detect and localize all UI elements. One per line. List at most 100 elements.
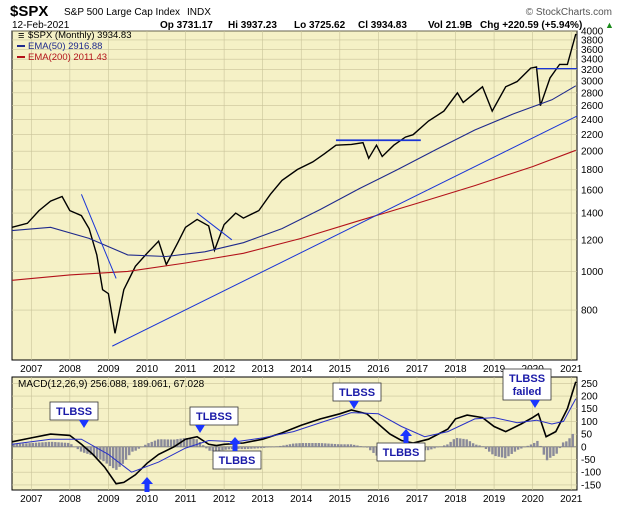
macd-legend: MACD(12,26,9) 256.088, 189.061, 67.028 [18, 379, 205, 390]
macd-tick-label: 50 [581, 430, 593, 441]
macd-histogram-bar [211, 446, 215, 452]
macd-histogram-bar [552, 446, 555, 457]
macd-tick-label: -100 [581, 468, 601, 479]
macd-histogram-bar [124, 446, 128, 460]
year-tick-label: 2020 [522, 494, 545, 505]
price-tick-label: 4000 [581, 27, 604, 38]
index-name: S&P 500 Large Cap Index [64, 7, 180, 18]
macd-histogram-bar [513, 446, 517, 452]
year-tick-label: 2021 [560, 364, 583, 375]
macd-histogram-bar [44, 442, 47, 447]
macd-histogram-bar [311, 443, 314, 447]
macd-histogram-bar [526, 445, 529, 447]
macd-histogram-bar [436, 446, 439, 448]
macd-tick-label: 150 [581, 404, 598, 415]
macd-histogram-bar [263, 446, 266, 448]
macd-histogram-bar [214, 446, 218, 452]
macd-histogram-bar [471, 443, 475, 447]
macd-histogram-bar [73, 446, 76, 448]
macd-histogram-bar [15, 443, 18, 447]
year-tick-label: 2019 [483, 364, 506, 375]
price-tick-label: 2200 [581, 130, 604, 141]
macd-histogram-bar [301, 443, 304, 447]
macd-histogram-bar [449, 441, 452, 447]
year-tick-label: 2014 [290, 364, 313, 375]
macd-histogram-bar [63, 442, 67, 447]
macd-histogram-bar [89, 446, 92, 455]
macd-histogram-bar [561, 442, 565, 447]
tlbbs-2016-text: TLBBS [383, 447, 420, 459]
macd-histogram-bar [481, 446, 484, 447]
price-tick-label: 800 [581, 306, 598, 317]
macd-histogram-bar [353, 444, 356, 447]
year-tick-label: 2021 [560, 494, 583, 505]
macd-histogram-bar [176, 439, 179, 447]
year-tick-label: 2016 [367, 364, 390, 375]
macd-histogram-bar [327, 443, 330, 447]
macd-histogram-bar [279, 445, 282, 447]
ema200-line [11, 149, 576, 281]
macd-histogram-bar [12, 444, 15, 447]
macd-histogram-bar [34, 442, 38, 447]
legend-label: EMA(200) 2011.43 [28, 52, 107, 63]
change-up-icon: ▲ [605, 20, 614, 30]
macd-histogram-bar [115, 446, 118, 470]
macd-histogram-bar [131, 446, 134, 452]
ema50-line [11, 85, 577, 258]
macd-histogram-bar [295, 443, 298, 447]
macd-histogram-bar [150, 441, 153, 447]
macd-histogram-bar [497, 446, 501, 457]
year-tick-label: 2007 [20, 494, 43, 505]
macd-histogram-bar [475, 444, 478, 447]
tlbbs-2016-arrow-icon [400, 429, 412, 436]
macd-histogram-bar [31, 442, 35, 447]
macd-histogram-bar [189, 438, 192, 447]
macd-histogram-bar [532, 442, 536, 447]
macd-histogram-bar [25, 443, 28, 447]
tlbss-2011-arrow-icon [195, 425, 205, 433]
year-tick-label: 2011 [175, 494, 197, 505]
macd-histogram-bar [288, 444, 292, 447]
spx-price-line [11, 33, 577, 334]
tlbss-2008-arrow-icon [79, 420, 89, 428]
macd-histogram-bar [491, 446, 494, 455]
macd-histogram-bar [205, 446, 208, 449]
price-axis: 800 1000 1200 1400 1600 1800 2000 2200 2400 2600 2… [581, 27, 604, 317]
macd-histogram-bar [330, 443, 333, 447]
ohlc-open: Op 3731.17 [160, 20, 213, 31]
price-tick-label: 3600 [581, 45, 604, 56]
macd-histogram-bar [118, 446, 121, 467]
downtrend-line-2011 [196, 212, 233, 241]
macd-histogram-bar [38, 442, 41, 447]
macd-tick-label: 0 [581, 442, 587, 453]
year-tick-label: 2012 [213, 494, 236, 505]
macd-histogram-bar [70, 444, 73, 447]
tlbss-2020-text: failed [513, 386, 542, 398]
macd-histogram-bar [147, 443, 150, 447]
tlbss-2008-text: TLBSS [56, 406, 92, 418]
year-tick-label: 2019 [483, 494, 506, 505]
macd-histogram-bar [317, 443, 321, 447]
macd-histogram-bar [237, 446, 240, 449]
macd-histogram-bar [336, 444, 340, 447]
macd-histogram-bar [160, 439, 163, 447]
legend-price-marker: ≡ [18, 30, 24, 42]
year-tick-label: 2012 [213, 364, 236, 375]
year-tick-label: 2016 [367, 494, 390, 505]
macd-histogram-bar [324, 443, 327, 447]
macd-tick-label: -50 [581, 455, 596, 466]
tlbss-2011-text: TLBSS [196, 411, 232, 423]
macd-histogram-bar [459, 438, 462, 447]
macd-histogram-bar [452, 439, 456, 447]
macd-histogram-bar [218, 446, 221, 451]
price-tick-label: 2400 [581, 115, 604, 126]
year-tick-label: 2009 [97, 494, 120, 505]
macd-tick-label: -150 [581, 480, 601, 491]
macd-histogram-bar [455, 437, 459, 447]
macd-histogram-bar [516, 446, 520, 450]
year-tick-label: 2014 [290, 494, 313, 505]
